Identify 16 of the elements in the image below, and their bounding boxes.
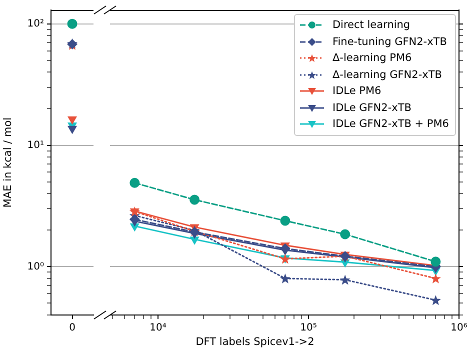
x-tick-label: 10⁶: [450, 322, 468, 334]
legend-label: IDLe GFN2-xTB: [332, 102, 412, 114]
legend-label: Direct learning: [332, 19, 410, 32]
x-tick-label: 10⁵: [300, 322, 317, 334]
y-tick-label: 10⁰: [27, 261, 44, 272]
y-axis-title: MAE in kcal / mol: [2, 117, 14, 208]
y-tick-label: 10¹: [27, 140, 44, 151]
legend-label: Δ-learning PM6: [332, 52, 412, 64]
x-axis-title: DFT labels Spicev1->2: [194, 336, 316, 348]
legend-label: Fine-tuning GFN2-xTB: [332, 36, 447, 48]
x-tick-label: 0: [69, 322, 76, 334]
x-tick-label: 10⁴: [150, 322, 166, 334]
legend-label: Δ-learning GFN2-xTB: [332, 68, 442, 81]
y-tick-label: 10²: [27, 18, 44, 30]
legend-label: IDLe PM6: [332, 85, 382, 98]
legend-label: IDLe GFN2-xTB + PM6: [332, 118, 449, 130]
